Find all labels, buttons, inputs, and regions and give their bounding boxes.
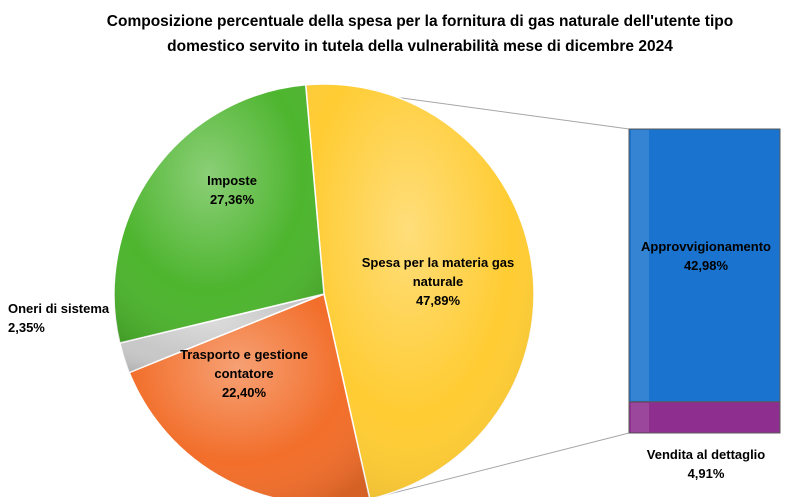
slice-value-imposte: 27,36% <box>210 192 255 207</box>
connector-line-bottom <box>375 432 630 497</box>
slice-label-spesa-per-la-materia-gas-naturale-line-2: naturale <box>413 274 464 289</box>
breakdown-bar <box>628 128 781 434</box>
bar-segment-approvvigionamento <box>628 128 781 403</box>
pie-slice-trasporto-e-gestione-contatore-shading <box>129 294 370 497</box>
slice-label-trasporto-e-gestione-contatore-line-1: Trasporto e gestione <box>180 347 308 362</box>
slice-value-spesa-per-la-materia-gas-naturale: 47,89% <box>416 293 461 308</box>
bar-value-approvvigionamento: 42,98% <box>684 258 729 273</box>
bar-segment-vendita-al-dettaglio-highlight <box>631 402 649 432</box>
pie-slices <box>113 83 535 497</box>
pie-slice-imposte-shading <box>114 84 324 344</box>
slice-label-imposte: Imposte <box>207 173 257 188</box>
slice-label-spesa-per-la-materia-gas-naturale-line-1: Spesa per la materia gas <box>362 255 514 270</box>
data-labels: Spesa per la materia gas naturale 47,89% Tr… <box>8 173 771 481</box>
bar-segment-approvvigionamento-highlight <box>631 130 649 401</box>
bar-label-approvvigionamento: Approvvigionamento <box>641 239 771 254</box>
chart-title-line-2: domestico servito in tutela della vulner… <box>167 38 673 55</box>
bar-segment-vendita-al-dettaglio <box>628 401 781 434</box>
slice-label-oneri-di-sistema: Oneri di sistema <box>8 301 110 316</box>
slice-value-oneri-di-sistema: 2,35% <box>8 320 45 335</box>
bar-value-vendita-al-dettaglio: 4,91% <box>688 466 725 481</box>
slice-label-trasporto-e-gestione-contatore-line-2: contatore <box>214 366 273 381</box>
pie-slice-spesa-per-la-materia-gas-naturale-shading <box>305 84 535 497</box>
slice-value-trasporto-e-gestione-contatore: 22,40% <box>222 385 267 400</box>
bar-label-vendita-al-dettaglio: Vendita al dettaglio <box>647 447 766 462</box>
pie-slice-oneri-di-sistema-shading <box>119 294 324 373</box>
chart-title-line-1: Composizione percentuale della spesa per… <box>107 13 733 30</box>
chart-title: Composizione percentuale della spesa per… <box>107 13 733 55</box>
